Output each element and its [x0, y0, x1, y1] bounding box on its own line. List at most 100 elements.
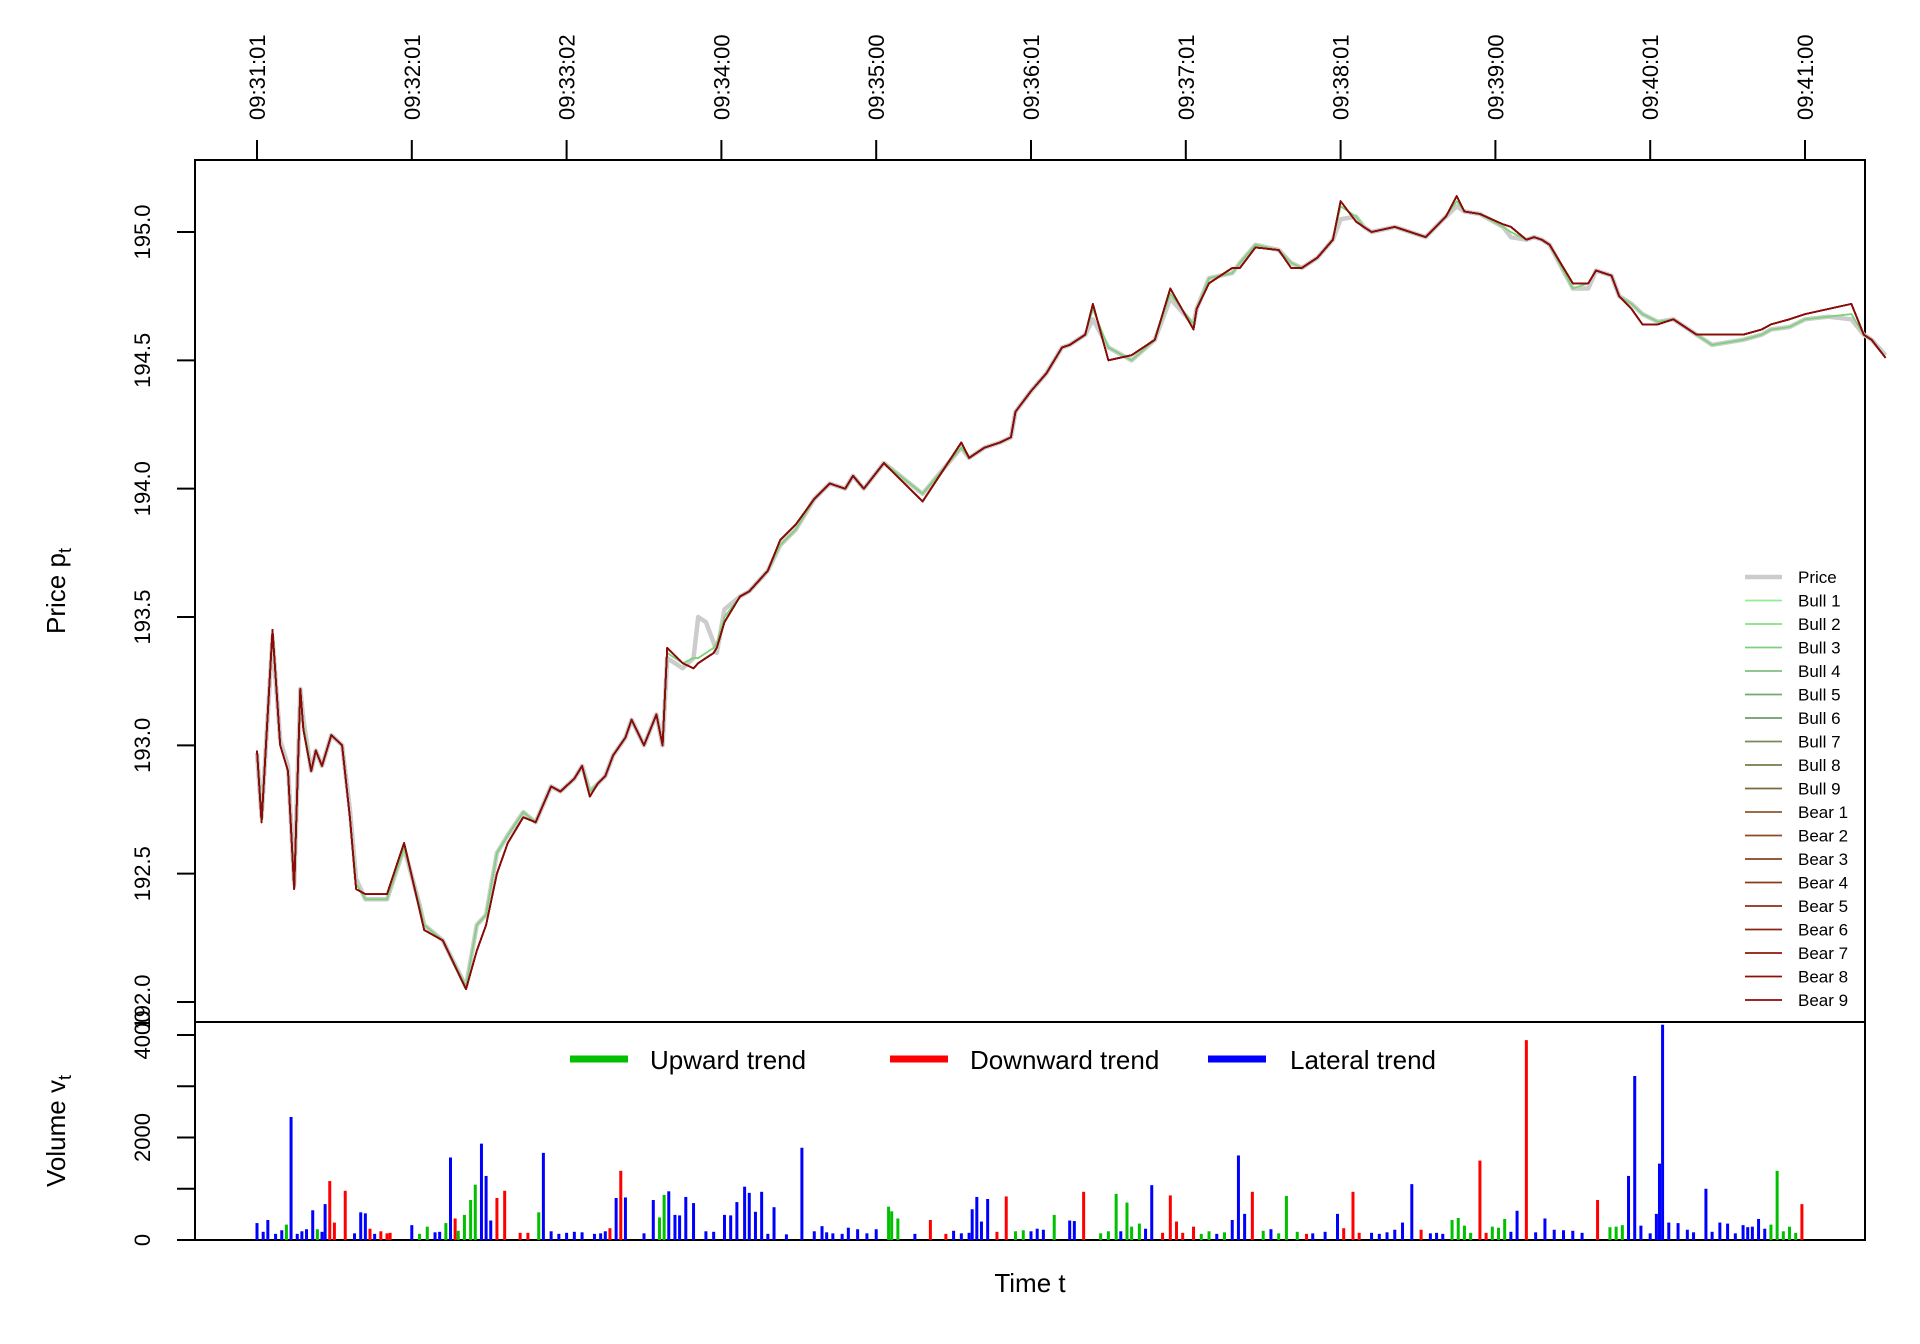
volume-bar [1746, 1227, 1750, 1240]
volume-bar [1269, 1229, 1273, 1240]
price-axis-sub: t [55, 548, 75, 553]
volume-bar [328, 1181, 332, 1240]
volume-bar [673, 1214, 677, 1240]
volume-bar [456, 1230, 460, 1240]
time-tick-label: 09:40:01 [1638, 34, 1663, 120]
volume-bar [1441, 1233, 1445, 1240]
volume-bar [1150, 1185, 1154, 1240]
volume-bar [1614, 1226, 1618, 1240]
volume-bar [444, 1223, 448, 1240]
time-tick-label: 09:34:00 [709, 34, 734, 120]
volume-bar [1119, 1231, 1123, 1240]
legend-label: Bear 7 [1798, 944, 1848, 963]
volume-bar [323, 1204, 327, 1240]
volume-bar [1351, 1191, 1355, 1240]
volume-bar [1704, 1188, 1708, 1240]
volume-bar [438, 1231, 442, 1240]
volume-bar [280, 1230, 284, 1240]
legend-label: Bull 7 [1798, 733, 1841, 752]
volume-bar [712, 1231, 716, 1240]
volume-bar [425, 1226, 429, 1240]
volume-bar [537, 1212, 541, 1240]
volume-bar [967, 1232, 971, 1240]
volume-bar [831, 1233, 835, 1240]
volume-bar [1250, 1191, 1254, 1240]
volume-bar [729, 1215, 733, 1240]
volume-bar [1484, 1232, 1488, 1240]
legend-label: Bear 6 [1798, 921, 1848, 940]
volume-axis-var: v [41, 1080, 71, 1093]
volume-bar [1137, 1223, 1141, 1240]
volume-bar [766, 1233, 770, 1240]
volume-bar [410, 1225, 414, 1240]
volume-bar [1175, 1221, 1179, 1240]
volume-bar [1144, 1228, 1148, 1240]
time-tick-label: 09:41:00 [1793, 34, 1818, 120]
volume-bar [784, 1234, 788, 1240]
volume-bar [1435, 1232, 1439, 1240]
volume-tick-label: 4000 [130, 1011, 155, 1060]
price-axis-var: p [41, 553, 71, 567]
series-line-bull-3 [256, 200, 1887, 988]
volume-bar [1552, 1229, 1556, 1240]
legend-label: Bull 2 [1798, 615, 1841, 634]
volume-bar [874, 1229, 878, 1240]
volume-bar [484, 1175, 488, 1240]
volume-bar [1243, 1213, 1247, 1240]
volume-bar [503, 1190, 507, 1240]
volume-bar [1261, 1230, 1265, 1240]
volume-bar [572, 1231, 576, 1240]
volume-bar [300, 1231, 304, 1240]
volume-bar [565, 1232, 569, 1240]
volume-bar [928, 1220, 932, 1240]
volume-bar [449, 1157, 452, 1240]
legend-label: Bull 3 [1798, 639, 1841, 658]
volume-bar [453, 1218, 457, 1240]
volume-bar [1284, 1195, 1288, 1240]
volume-bar [1654, 1213, 1658, 1240]
time-tick-label: 09:37:01 [1174, 34, 1199, 120]
volume-bar [1515, 1210, 1519, 1240]
volume-bar [1215, 1233, 1219, 1240]
volume-bar [1633, 1076, 1637, 1240]
volume-bar [495, 1197, 499, 1240]
volume-bar [1357, 1232, 1361, 1240]
volume-bar [760, 1191, 764, 1240]
volume-bar [599, 1233, 603, 1240]
volume-bar [1223, 1232, 1226, 1240]
price-tick-label: 192.0 [130, 974, 155, 1029]
volume-bar [970, 1209, 974, 1240]
volume-bar [1199, 1233, 1203, 1240]
volume-bar [518, 1232, 522, 1240]
volume-bar [662, 1194, 666, 1240]
volume-bar [1323, 1231, 1327, 1240]
volume-bar [825, 1232, 829, 1240]
price-tick-label: 193.5 [130, 589, 155, 644]
volume-bar [1580, 1232, 1584, 1240]
time-tick-label: 09:38:01 [1329, 34, 1354, 120]
volume-bar [735, 1202, 739, 1240]
volume-bar [887, 1206, 891, 1240]
volume-bar [557, 1233, 561, 1240]
legend-label: Bear 4 [1798, 874, 1848, 893]
series-line-bull-2 [256, 200, 1887, 988]
volume-bar [1627, 1175, 1631, 1240]
volume-bar [1377, 1233, 1381, 1240]
volume-bar [1469, 1232, 1473, 1240]
volume-bar [388, 1232, 392, 1240]
volume-bar [385, 1233, 389, 1240]
top-time-axis: 09:31:01 09:32:01 09:33:02 09:34:00 09:35:00… [245, 34, 1818, 160]
volume-bar [1419, 1229, 1423, 1240]
legend-label: Bull 1 [1798, 592, 1841, 611]
volume-bar [1052, 1214, 1056, 1240]
trend-legend-label: Downward trend [970, 1045, 1159, 1075]
volume-bar [353, 1233, 357, 1240]
price-series-group [254, 195, 1888, 991]
legend-label: Bull 6 [1798, 709, 1841, 728]
time-tick-label: 09:32:01 [400, 34, 425, 120]
legend-label: Bull 5 [1798, 686, 1841, 705]
volume-bar [1125, 1202, 1129, 1240]
volume-bar [1757, 1218, 1761, 1240]
volume-bar [1230, 1220, 1234, 1240]
volume-bar [812, 1231, 816, 1240]
